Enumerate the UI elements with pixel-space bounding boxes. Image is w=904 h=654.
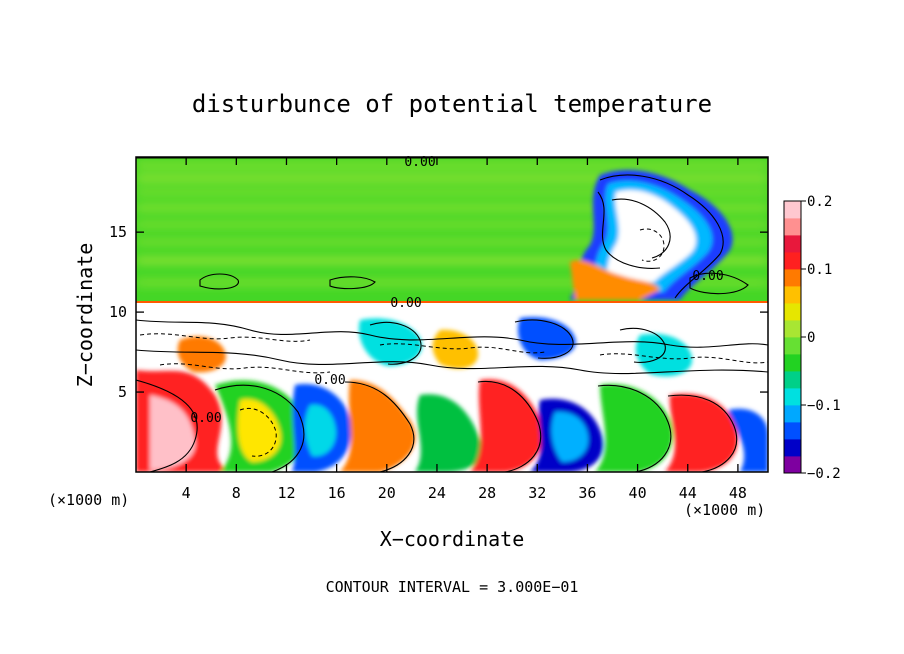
upper-layer — [136, 157, 768, 303]
colorbar-swatch — [784, 456, 801, 474]
x-tick-label: 36 — [578, 484, 596, 502]
lower-layer — [136, 303, 768, 472]
y-tick-label: 5 — [118, 383, 127, 401]
contour-label: 0.00 — [190, 411, 221, 426]
colorbar-swatch — [784, 235, 801, 253]
colorbar-tick-label: 0.2 — [807, 194, 832, 210]
colorbar-swatch — [784, 371, 801, 389]
contour-interval-note: CONTOUR INTERVAL = 3.000E−01 — [326, 578, 579, 596]
contour-lines-negative — [139, 228, 768, 457]
x-tick-label: 28 — [478, 484, 496, 502]
x-tick-label: 32 — [528, 484, 546, 502]
colorbar-swatch — [784, 201, 801, 219]
contour-label-group: 0.00 0.00 0.00 0.00 0.00 — [190, 155, 723, 426]
x-tick-label: 16 — [328, 484, 346, 502]
colorbar-swatch — [784, 405, 801, 423]
colorbar-swatch — [784, 354, 801, 372]
x-unit-label-right: (×1000 m) — [684, 501, 765, 519]
contour-label: 0.00 — [404, 155, 435, 170]
x-tick-label: 24 — [428, 484, 446, 502]
colorbar: 0.2 0.1 0 −0.1 −0.2 — [783, 194, 841, 482]
colorbar-swatch — [784, 286, 801, 304]
colorbar-swatch — [784, 337, 801, 355]
colorbar-swatch — [784, 422, 801, 440]
colorbar-swatch — [784, 252, 801, 270]
x-tick-label: 20 — [378, 484, 396, 502]
y-tick-label: 10 — [109, 303, 127, 321]
colorbar-tick-label: 0.1 — [807, 262, 832, 278]
x-tick-label: 40 — [629, 484, 647, 502]
y-axis-label: Z−coordinate — [73, 243, 97, 388]
chart-title: disturbunce of potential temperature — [192, 90, 712, 118]
contour-label: 0.00 — [692, 269, 723, 284]
x-tick-label: 12 — [277, 484, 295, 502]
colorbar-swatch — [784, 388, 801, 406]
colorbar-tick-label: −0.2 — [807, 466, 841, 482]
x-axis-label: X−coordinate — [380, 527, 525, 551]
colorbar-swatch — [784, 320, 801, 338]
x-tick-label: 4 — [182, 484, 191, 502]
x-unit-label-left: (×1000 m) — [48, 491, 129, 509]
colorbar-swatch — [784, 269, 801, 287]
plot-frame — [135, 156, 769, 473]
plot-area — [136, 157, 768, 472]
x-tick-label: 48 — [729, 484, 747, 502]
colorbar-swatch — [784, 439, 801, 457]
x-tick-label: 8 — [232, 484, 241, 502]
y-tick-label: 15 — [109, 223, 127, 241]
contour-lines — [136, 157, 768, 472]
x-tick-label: 44 — [679, 484, 697, 502]
y-axis: 5 10 15 — [109, 223, 768, 401]
heatmap-field — [136, 157, 768, 472]
colorbar-tick-label: 0 — [807, 330, 815, 346]
colorbar-tick-label: −0.1 — [807, 398, 841, 414]
contour-label: 0.00 — [314, 373, 345, 388]
colorbar-swatch — [784, 218, 801, 236]
contour-label: 0.00 — [390, 296, 421, 311]
colorbar-swatch — [784, 303, 801, 321]
x-axis: 4 8 12 16 20 24 28 32 36 40 44 48 — [182, 157, 747, 502]
